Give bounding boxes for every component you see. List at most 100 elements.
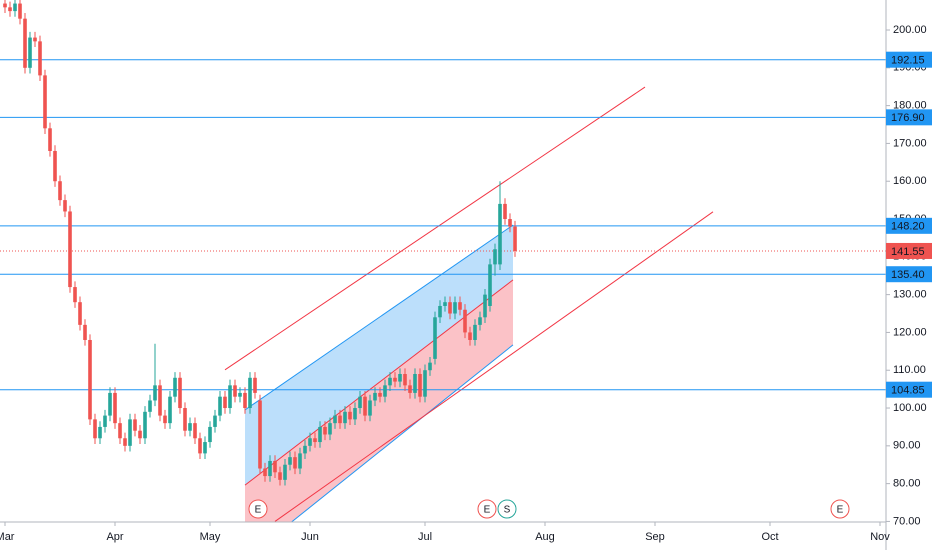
candle-body	[243, 392, 247, 409]
event-marker	[830, 499, 850, 519]
candle-body	[508, 219, 512, 227]
candle-body	[103, 415, 107, 427]
event-marker	[497, 499, 517, 519]
candle-body	[53, 150, 57, 182]
candle-body	[223, 396, 227, 409]
candle-body	[498, 203, 502, 265]
candle-body	[418, 374, 422, 397]
candle-body	[133, 419, 137, 431]
candle-body	[238, 392, 242, 397]
candle-body	[323, 426, 327, 435]
channel-lower	[290, 344, 514, 522]
candle-body	[148, 400, 152, 412]
candle-body	[348, 411, 352, 420]
candle-body	[88, 339, 92, 420]
candle-body	[228, 385, 232, 409]
price-label-box	[886, 242, 932, 259]
candle-body	[363, 396, 367, 416]
y-tick-label: 90.00	[893, 440, 921, 452]
candle-body	[448, 302, 452, 314]
candle-body	[413, 374, 417, 393]
candle-body	[443, 302, 447, 306]
event-label: E	[837, 505, 844, 516]
y-tick-label: 130.00	[893, 289, 927, 301]
candle-body	[93, 419, 97, 439]
price-label-box	[886, 381, 932, 398]
x-tick-label: May	[200, 531, 221, 543]
candle-body	[403, 374, 407, 386]
candle-body	[58, 181, 62, 201]
candle-body	[128, 419, 132, 446]
candle-body	[468, 332, 472, 340]
candle-body	[388, 377, 392, 386]
price-label: 141.55	[891, 246, 925, 258]
event-label: S	[504, 505, 511, 516]
candle-body	[38, 41, 42, 76]
candle-body	[258, 400, 262, 469]
candle-body	[358, 396, 362, 409]
candle-body	[168, 396, 172, 424]
x-tick-label: Aug	[535, 531, 555, 543]
candle-body	[473, 324, 477, 340]
candle-body	[503, 203, 507, 220]
candle-body	[453, 302, 457, 314]
y-tick-label: 180.00	[893, 100, 927, 112]
channel-middle	[244, 279, 514, 486]
candle-body	[78, 302, 82, 325]
channel-upper-fill	[245, 225, 513, 486]
candle-body	[218, 396, 222, 416]
price-label: 148.20	[891, 221, 925, 233]
candle-body	[123, 438, 127, 446]
candle-body	[513, 226, 517, 251]
candle-body	[283, 464, 287, 480]
y-tick-label: 110.00	[893, 364, 926, 376]
candle-body	[28, 37, 32, 68]
candle-body	[183, 408, 187, 431]
x-tick-label: Oct	[761, 531, 778, 543]
candle-body	[198, 438, 202, 454]
candle-body	[493, 249, 497, 265]
candle-body	[383, 385, 387, 397]
candle-body	[288, 457, 292, 465]
price-label: 192.15	[891, 55, 925, 67]
candle-body	[343, 411, 347, 424]
candle-body	[458, 302, 462, 310]
candle-body	[368, 400, 372, 416]
candle-body	[8, 7, 12, 12]
candle-body	[163, 415, 167, 424]
y-tick-label: 80.00	[893, 478, 921, 490]
candle-body	[43, 75, 47, 129]
candle-body	[173, 377, 177, 397]
candle-body	[68, 211, 72, 288]
candle-body	[233, 385, 237, 397]
candle-body	[328, 423, 332, 435]
x-tick-label: Nov	[870, 531, 890, 543]
trend-line	[224, 86, 646, 371]
candle-body	[63, 200, 67, 212]
candle-body	[393, 377, 397, 382]
candle-body	[13, 3, 17, 12]
price-label: 135.40	[891, 269, 925, 281]
candle-body	[253, 377, 257, 393]
candle-body	[268, 460, 272, 477]
candle-body	[378, 392, 382, 397]
candle-body	[488, 264, 492, 306]
candle-body	[353, 408, 357, 420]
candle-body	[278, 472, 282, 480]
price-label-box	[886, 109, 932, 126]
candle-body	[438, 305, 442, 318]
candle-body	[318, 426, 322, 443]
candle-body	[158, 385, 162, 416]
candle-body	[293, 457, 297, 469]
event-label: E	[484, 505, 491, 516]
candle-body	[108, 392, 112, 416]
candle-body	[213, 415, 217, 427]
candle-body	[298, 453, 302, 469]
channel-upper	[244, 224, 514, 411]
candle-body	[248, 377, 252, 409]
candle-body	[83, 324, 87, 340]
candle-body	[73, 287, 77, 303]
